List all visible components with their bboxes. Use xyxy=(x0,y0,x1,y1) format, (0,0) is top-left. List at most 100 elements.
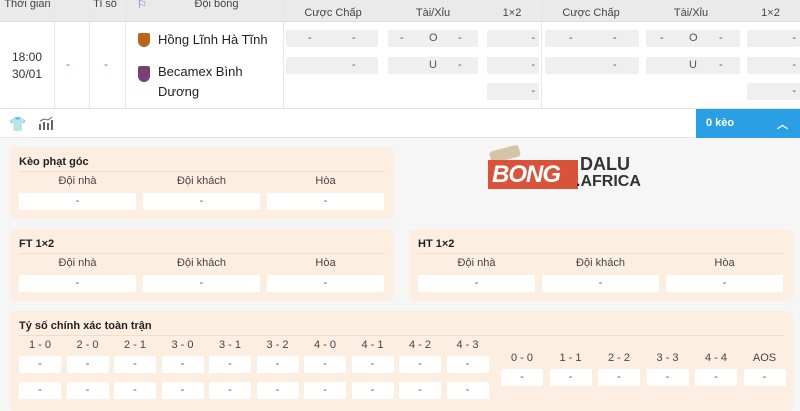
score-odds[interactable]: - xyxy=(19,382,61,399)
score-label: 1 - 0 xyxy=(28,339,51,351)
header-score: Tỉ số xyxy=(93,0,117,10)
score-label: 4 - 2 xyxy=(408,339,431,351)
score-odds[interactable]: - xyxy=(161,382,204,399)
score-odds[interactable]: - xyxy=(646,369,689,386)
kickoff-date: 30/01 xyxy=(12,67,43,81)
x12-away-1[interactable]: - xyxy=(487,57,539,74)
label-home: Đội nhà xyxy=(58,257,97,269)
score-odds[interactable]: - xyxy=(549,369,592,386)
stats-icon[interactable] xyxy=(39,116,53,130)
header-time: Thời gian xyxy=(4,0,51,10)
flag-icon: ⚐ xyxy=(137,0,147,11)
odds-value: - xyxy=(352,59,356,71)
odds-away[interactable]: - xyxy=(143,275,260,292)
score-odds[interactable]: - xyxy=(161,356,204,373)
label-draw: Hòa xyxy=(714,257,735,269)
score-odds[interactable]: - xyxy=(114,382,156,399)
panel-title: FT 1×2 xyxy=(19,238,385,254)
score-odds[interactable]: - xyxy=(399,356,441,373)
panel-title: HT 1×2 xyxy=(418,238,784,254)
over-label: O xyxy=(429,32,438,44)
home-team-name[interactable]: Hồng Lĩnh Hà Tĩnh xyxy=(158,32,268,47)
odds-value: - xyxy=(458,59,462,71)
odds-value: - xyxy=(719,59,723,71)
odds-draw[interactable]: - xyxy=(267,275,384,292)
odds-count-label: 0 kèo xyxy=(706,117,735,129)
handicap-home-1[interactable]: -- xyxy=(286,30,378,47)
score-label: 4 - 1 xyxy=(361,339,384,351)
header-teams: Đội bóng xyxy=(194,0,239,10)
handicap-home-2[interactable]: -- xyxy=(545,30,639,47)
x12-draw-2[interactable]: - xyxy=(747,83,800,100)
score-label: 0 - 0 xyxy=(510,352,533,364)
odds-value: - xyxy=(531,59,535,71)
score-odds[interactable]: - xyxy=(743,369,786,386)
score-label: 2 - 1 xyxy=(123,339,146,351)
odds-away[interactable]: - xyxy=(143,193,260,210)
panel-title: Tỷ số chính xác toàn trận xyxy=(19,320,784,336)
under-2[interactable]: U- xyxy=(646,57,740,74)
score-odds[interactable]: - xyxy=(114,356,156,373)
score-odds[interactable]: - xyxy=(501,369,543,386)
bongdalu-logo: BONG DALU .AFRICA xyxy=(488,144,641,193)
odds-value: - xyxy=(352,32,356,44)
jersey-icon[interactable]: 👕 xyxy=(9,116,27,132)
score-odds[interactable]: - xyxy=(304,356,346,373)
header-handicap-2: Cược Chấp xyxy=(562,7,620,19)
score-label: 4 - 3 xyxy=(456,339,479,351)
odds-value: - xyxy=(531,85,535,97)
score-label: 3 - 1 xyxy=(218,339,241,351)
x12-draw-1[interactable]: - xyxy=(487,83,539,100)
label-away: Đội khách xyxy=(177,257,226,269)
odds-home[interactable]: - xyxy=(19,275,136,292)
over-label: O xyxy=(689,32,698,44)
score-odds[interactable]: - xyxy=(446,356,489,373)
score-odds[interactable]: - xyxy=(256,356,299,373)
score-odds[interactable]: - xyxy=(399,382,441,399)
under-1[interactable]: U- xyxy=(388,57,478,74)
home-score: - xyxy=(66,57,70,71)
score-odds[interactable]: - xyxy=(446,382,489,399)
score-label: 3 - 3 xyxy=(656,352,679,364)
odds-home[interactable]: - xyxy=(19,193,136,210)
score-odds[interactable]: - xyxy=(256,382,299,399)
score-odds[interactable]: - xyxy=(19,356,61,373)
odds-count-button[interactable]: 0 kèo ︿ xyxy=(696,109,800,138)
score-odds[interactable]: - xyxy=(351,356,394,373)
label-draw: Hòa xyxy=(315,175,336,187)
over-2[interactable]: -O- xyxy=(646,30,740,47)
score-label: 3 - 0 xyxy=(171,339,194,351)
score-odds[interactable]: - xyxy=(351,382,394,399)
score-odds[interactable]: - xyxy=(695,369,737,386)
logo-text: BONG xyxy=(488,160,578,189)
odds-draw[interactable]: - xyxy=(666,275,783,292)
odds-draw[interactable]: - xyxy=(267,193,384,210)
panel-title: Kèo phạt góc xyxy=(19,156,385,172)
over-1[interactable]: -O- xyxy=(388,30,478,47)
odds-value: - xyxy=(792,85,796,97)
x12-home-2[interactable]: - xyxy=(747,30,800,47)
x12-away-2[interactable]: - xyxy=(747,57,800,74)
home-team-crest-icon xyxy=(138,33,150,47)
label-home: Đội nhà xyxy=(58,175,97,187)
score-odds[interactable]: - xyxy=(66,382,109,399)
header-ou-1: Tài/Xỉu xyxy=(415,7,451,19)
score-odds[interactable]: - xyxy=(598,369,640,386)
handicap-away-1[interactable]: - xyxy=(286,57,378,74)
x12-home-1[interactable]: - xyxy=(487,30,539,47)
odds-value: - xyxy=(569,32,573,44)
score-odds[interactable]: - xyxy=(209,382,251,399)
match-row[interactable]: 18:00 30/01 - - Hồng Lĩnh Hà Tĩnh Becamex… xyxy=(0,0,800,109)
table-header: Thời gian Tỉ số ⚐ Đội bóng Cược Chấp Tài… xyxy=(0,0,800,22)
away-team-name[interactable]: Becamex Bình Dương xyxy=(158,64,243,99)
odds-value: - xyxy=(792,59,796,71)
odds-home[interactable]: - xyxy=(418,275,535,292)
odds-away[interactable]: - xyxy=(542,275,659,292)
score-odds[interactable]: - xyxy=(304,382,346,399)
handicap-away-2[interactable]: - xyxy=(545,57,639,74)
score-odds[interactable]: - xyxy=(66,356,109,373)
score-odds[interactable]: - xyxy=(209,356,251,373)
header-ou-2: Tài/Xỉu xyxy=(673,7,709,19)
odds-value: - xyxy=(792,32,796,44)
odds-value: - xyxy=(400,32,404,44)
